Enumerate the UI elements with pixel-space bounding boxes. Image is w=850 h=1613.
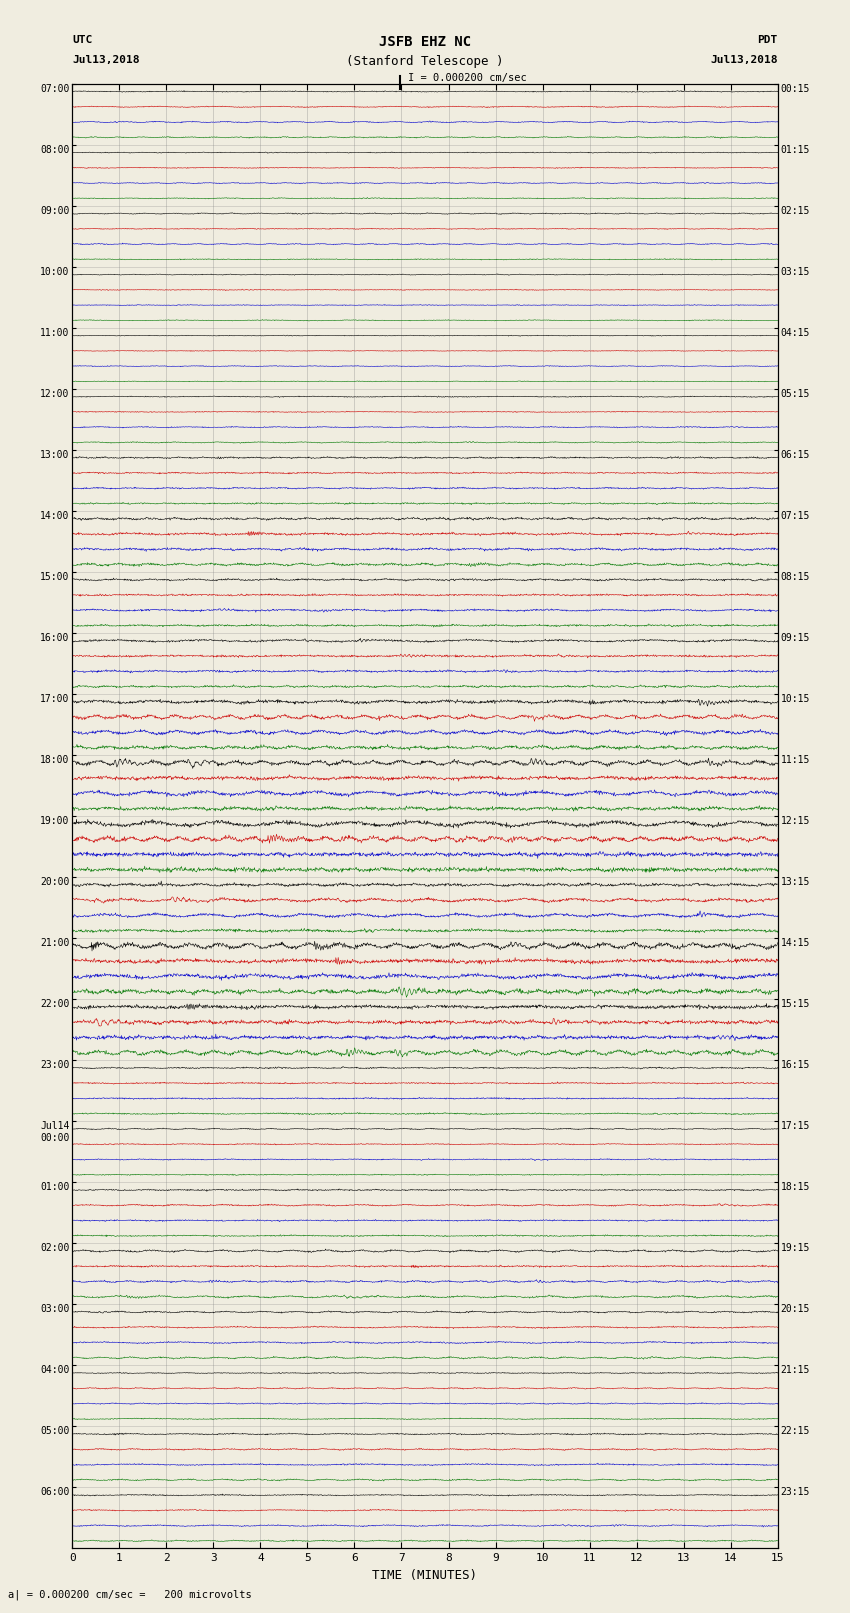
Text: (Stanford Telescope ): (Stanford Telescope ) [346, 55, 504, 68]
Text: JSFB EHZ NC: JSFB EHZ NC [379, 35, 471, 50]
X-axis label: TIME (MINUTES): TIME (MINUTES) [372, 1569, 478, 1582]
Text: Jul13,2018: Jul13,2018 [72, 55, 139, 65]
Text: a| = 0.000200 cm/sec =   200 microvolts: a| = 0.000200 cm/sec = 200 microvolts [8, 1589, 252, 1600]
Text: Jul13,2018: Jul13,2018 [711, 55, 778, 65]
Text: PDT: PDT [757, 35, 778, 45]
Text: I = 0.000200 cm/sec: I = 0.000200 cm/sec [408, 73, 527, 82]
Text: UTC: UTC [72, 35, 93, 45]
